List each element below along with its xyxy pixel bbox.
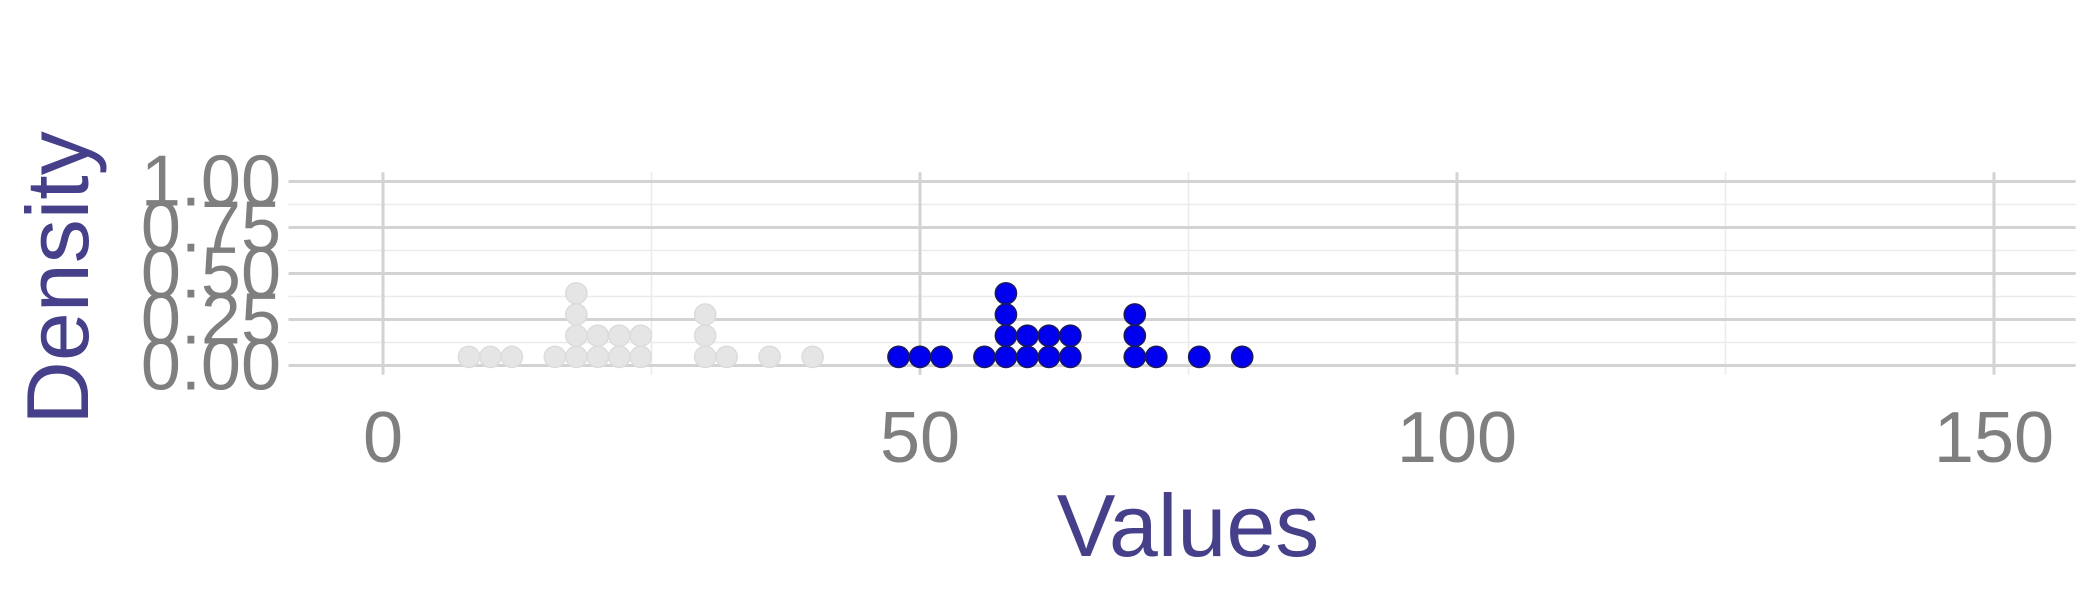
x-tick-label: 0 — [363, 398, 403, 478]
y-axis-title: Density — [8, 131, 107, 424]
grid — [288, 172, 2076, 375]
x-tick-label: 150 — [1934, 398, 2054, 478]
dot — [607, 324, 631, 348]
y-tick-label: 0.00 — [141, 326, 281, 406]
dot — [693, 303, 717, 326]
dot — [564, 345, 588, 369]
dot — [715, 345, 739, 369]
dot — [693, 324, 717, 348]
dot — [586, 324, 610, 348]
y-tick-label: 0.25 — [141, 280, 281, 360]
dot — [1123, 345, 1147, 369]
dot — [994, 324, 1018, 348]
y-tick-label: 0.50 — [141, 234, 281, 314]
dot — [1037, 324, 1061, 348]
dot — [586, 345, 610, 369]
dot — [758, 345, 781, 369]
dot — [479, 345, 502, 369]
dot — [1016, 345, 1039, 369]
labels: 0.000.250.500.751.00 0 50 100 150 — [141, 142, 2054, 479]
dot — [930, 345, 953, 369]
dot — [1187, 345, 1211, 369]
dot — [564, 324, 588, 348]
dot — [1144, 345, 1168, 369]
dot — [457, 345, 481, 369]
dot — [1016, 324, 1039, 348]
y-tick-label: 0.75 — [141, 188, 281, 268]
x-tick-label: 50 — [880, 398, 960, 478]
dot — [500, 345, 524, 369]
dot — [1123, 303, 1147, 326]
dot — [994, 281, 1018, 305]
dot — [908, 345, 932, 369]
dot — [1059, 345, 1082, 369]
dot — [693, 345, 717, 369]
dot — [994, 345, 1018, 369]
dot — [564, 281, 588, 305]
dot — [629, 345, 653, 369]
dot — [543, 345, 567, 369]
dot — [1059, 324, 1082, 348]
x-axis-title: Values — [1057, 476, 1320, 575]
dot — [1037, 345, 1061, 369]
dot — [887, 345, 910, 369]
dot — [1230, 345, 1254, 369]
dot — [801, 345, 824, 369]
dot — [629, 324, 653, 348]
dot — [994, 303, 1018, 326]
dot — [607, 345, 631, 369]
marks — [457, 281, 1254, 369]
y-tick-label: 1.00 — [141, 142, 281, 222]
dot — [973, 345, 996, 369]
x-tick-label: 100 — [1397, 398, 1517, 478]
dot — [1123, 324, 1147, 348]
dot — [564, 303, 588, 326]
